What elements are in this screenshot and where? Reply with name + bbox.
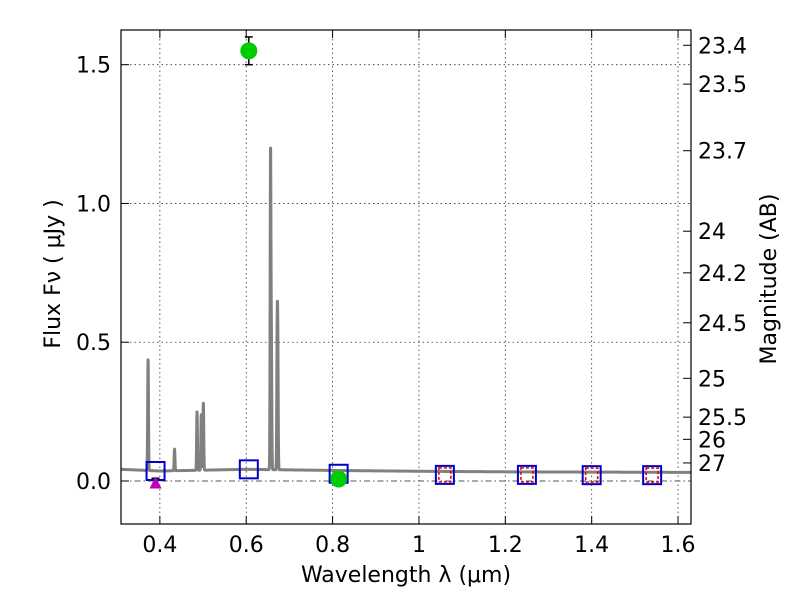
y2-tick-label: 25.5: [698, 406, 747, 431]
model-photometry-square: [516, 464, 537, 485]
model-photometry-square: [642, 465, 663, 486]
model-photometry-square: [581, 465, 602, 486]
markers: [145, 36, 663, 489]
y2-tick-label: 24.5: [698, 312, 747, 337]
y2-tick-label: 25: [698, 367, 726, 392]
model-photometry-square: [434, 464, 455, 485]
x-tick-label: 0.6: [229, 533, 264, 558]
x-axis-label: Wavelength λ (μm): [301, 563, 511, 588]
x-tick-label: 1.4: [574, 533, 609, 558]
x-tick-label: 1.2: [488, 533, 523, 558]
y2-axis-label: Magnitude (AB): [757, 194, 782, 365]
filter-photometry-square: [645, 467, 659, 483]
y2-tick-label: 27: [698, 452, 726, 477]
filter-photometry-square: [520, 467, 534, 483]
y2-tick-label: 24.2: [698, 262, 747, 287]
filter-photometry-square: [584, 467, 599, 483]
y2-tick-label: 24: [698, 220, 726, 245]
y2-tick-label: 23.5: [698, 73, 747, 98]
y-tick-label: 1.0: [76, 192, 111, 217]
y2-tick-label: 23.7: [698, 140, 747, 165]
y2-tick-label: 26: [698, 428, 726, 453]
model-spectrum: [119, 146, 693, 474]
detection-point: [330, 470, 348, 488]
y-tick-label: 1.5: [76, 54, 111, 79]
spectrum-line: [119, 146, 693, 474]
x-tick-label: 0.4: [142, 533, 177, 558]
y-axis-label: Flux Fν ( μJy ): [41, 199, 66, 348]
y-tick-label: 0.0: [76, 470, 111, 495]
x-tick-label: 0.8: [315, 533, 350, 558]
ticks: 0.4 0.6 0.8 1 1.2 1.4 1.6 0.0 0.5 1.0 1.5 23.4 23.5 2…: [76, 30, 747, 558]
upper-limit-triangle: [149, 476, 162, 489]
model-photometry-square: [238, 459, 259, 480]
y2-tick-label: 23.4: [698, 34, 747, 59]
plot-frame: [120, 29, 692, 525]
filter-photometry-square: [438, 467, 452, 483]
x-tick-label: 1: [412, 533, 426, 558]
y-tick-label: 0.5: [76, 331, 111, 356]
x-tick-label: 1.6: [661, 533, 696, 558]
detection-point: [240, 42, 258, 60]
